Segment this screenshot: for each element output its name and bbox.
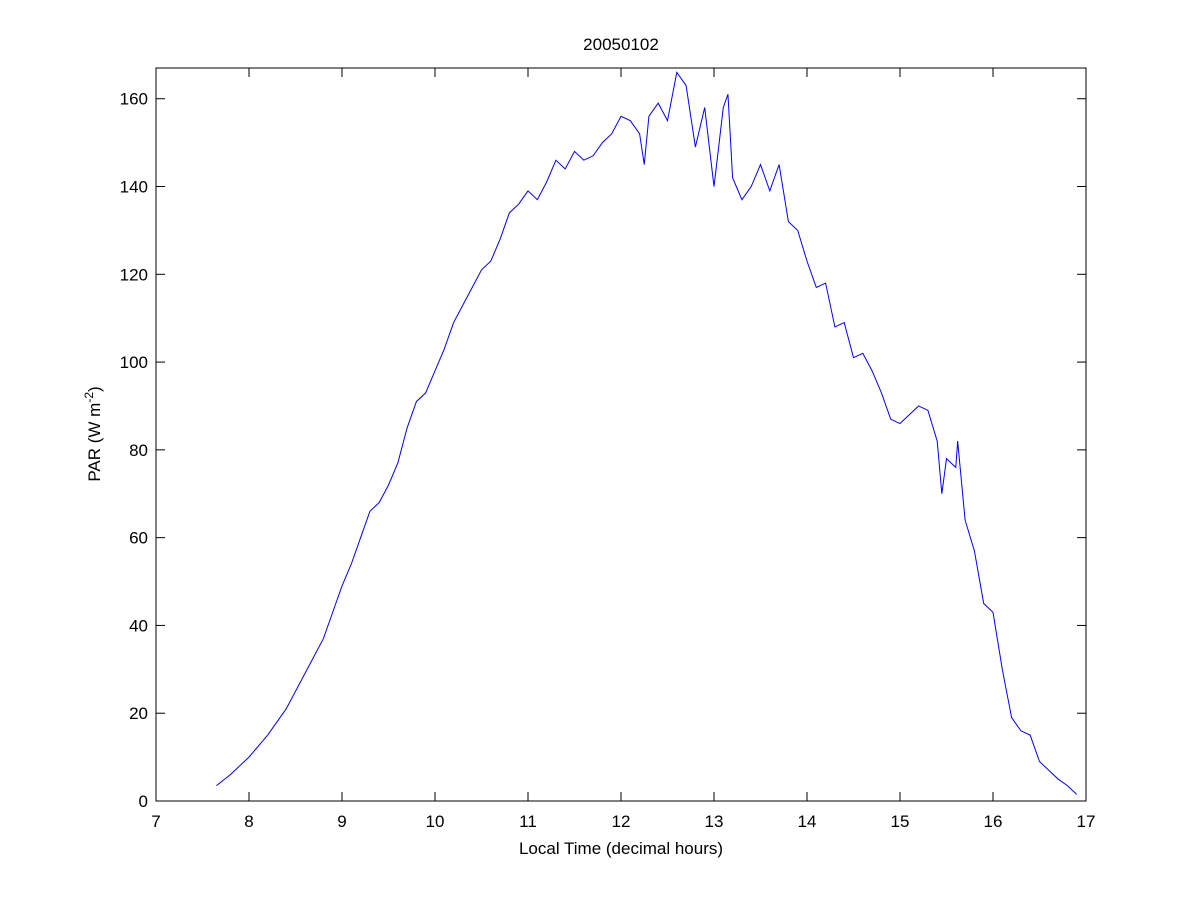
x-tick-label: 16 [984, 812, 1003, 831]
x-tick-label: 12 [612, 812, 631, 831]
x-axis-label: Local Time (decimal hours) [519, 839, 723, 858]
y-tick-label: 20 [129, 704, 148, 723]
y-tick-label: 60 [129, 529, 148, 548]
x-tick-label: 10 [426, 812, 445, 831]
x-tick-label: 15 [891, 812, 910, 831]
data-line [216, 71, 1078, 795]
x-tick-label: 7 [151, 812, 160, 831]
y-label-exponent: -2 [82, 392, 96, 403]
chart-title: 20050102 [583, 35, 659, 54]
x-tick-label: 11 [519, 812, 537, 831]
y-tick-label: 40 [129, 616, 148, 635]
y-tick-label: 160 [120, 90, 148, 109]
x-tick-label: 17 [1077, 812, 1096, 831]
y-axis-label: PAR (W m-2) [82, 386, 104, 481]
x-tick-label: 8 [244, 812, 253, 831]
x-tick-label: 13 [705, 812, 724, 831]
x-tick-label: 9 [337, 812, 346, 831]
y-label-text: PAR (W m [85, 403, 104, 482]
y-tick-label: 100 [120, 353, 148, 372]
y-tick-label: 0 [139, 792, 148, 811]
y-tick-label: 120 [120, 265, 148, 284]
y-label-suffix: ) [85, 386, 104, 392]
y-tick-label: 140 [120, 178, 148, 197]
y-tick-label: 80 [129, 441, 148, 460]
x-tick-label: 14 [798, 812, 817, 831]
